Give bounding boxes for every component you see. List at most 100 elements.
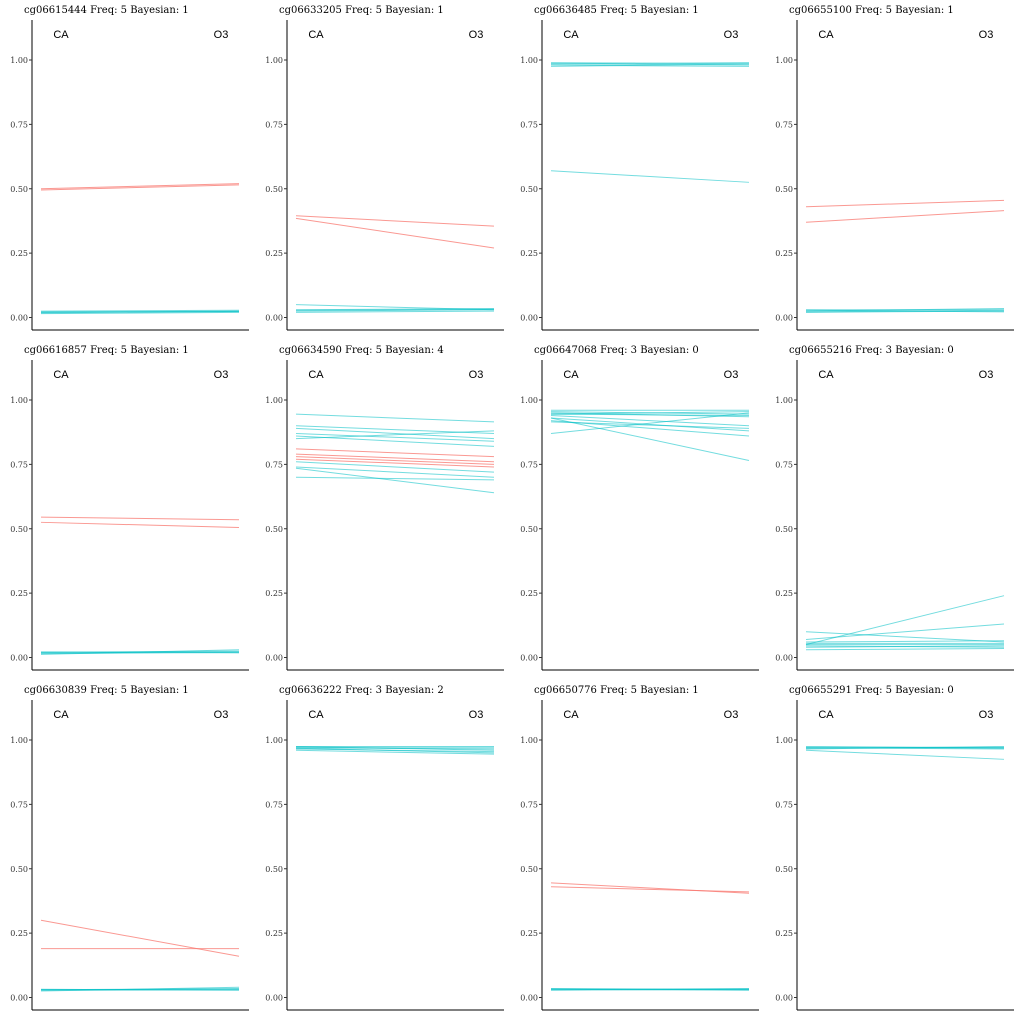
series-line-teal (295, 466, 495, 478)
series-line-pink (295, 215, 495, 227)
series-line-teal (805, 309, 1005, 313)
category-label: O3 (469, 29, 484, 41)
series-line-teal (550, 413, 750, 416)
y-tick-label: 0.00 (775, 994, 793, 1003)
chart-panel: cg06655291 Freq: 5 Bayesian: 0 CA O3 0.00 0.… (775, 685, 1014, 1011)
series-line-pink (805, 210, 1005, 223)
category-label: O3 (214, 369, 229, 381)
series-line-pink (295, 456, 495, 465)
y-tick-label: 1.00 (775, 736, 793, 745)
y-tick-label: 0.00 (265, 654, 283, 663)
y-tick-label: 1.00 (265, 56, 283, 65)
y-tick-label: 0.25 (10, 589, 28, 598)
series-line-pink (295, 448, 495, 458)
series-line-teal (295, 413, 495, 423)
series-line-teal (295, 745, 495, 751)
series-line-teal (40, 310, 240, 314)
series-line-pink (550, 882, 750, 894)
y-tick-label: 1.00 (775, 56, 793, 65)
y-tick-label: 0.50 (520, 865, 538, 874)
y-tick-label: 0.50 (775, 525, 793, 534)
y-tick-label: 0.75 (10, 800, 28, 809)
y-tick-label: 0.25 (775, 929, 793, 938)
y-tick-label: 0.75 (520, 120, 538, 129)
category-label: O3 (724, 369, 739, 381)
series-line-teal (295, 310, 495, 313)
series-line-teal (550, 417, 750, 432)
chart-panel: cg06655216 Freq: 3 Bayesian: 0 CA O3 0.00 0.… (775, 345, 1014, 671)
y-tick-label: 1.00 (520, 736, 538, 745)
category-label: CA (563, 369, 579, 381)
series-line-teal (295, 307, 495, 311)
category-label: O3 (724, 709, 739, 721)
y-tick-label: 0.50 (265, 865, 283, 874)
chart-panel: cg06633205 Freq: 5 Bayesian: 1 CA O3 0.00 0.… (265, 5, 504, 331)
y-tick-label: 0.00 (10, 654, 28, 663)
series-line-teal (40, 311, 240, 315)
series-line-teal (550, 988, 750, 991)
series-line-teal (550, 414, 750, 427)
series-line-teal (295, 430, 495, 440)
y-tick-label: 1.00 (10, 396, 28, 405)
chart-panel: cg06615444 Freq: 5 Bayesian: 1 CA O3 0.00 0.… (10, 5, 249, 331)
series-line-teal (295, 308, 495, 311)
series-line-teal (550, 411, 750, 415)
series-line-teal (550, 170, 750, 183)
y-tick-label: 0.25 (265, 929, 283, 938)
category-label: O3 (979, 29, 994, 41)
series-line-teal (805, 746, 1005, 749)
series-line-teal (295, 747, 495, 754)
y-tick-label: 0.50 (10, 865, 28, 874)
y-tick-label: 0.75 (520, 800, 538, 809)
series-line-teal (550, 421, 750, 429)
category-label: O3 (469, 369, 484, 381)
series-line-teal (805, 623, 1005, 640)
series-line-pink (295, 458, 495, 468)
y-tick-label: 0.00 (775, 654, 793, 663)
y-tick-label: 1.00 (775, 396, 793, 405)
y-tick-label: 0.00 (520, 314, 538, 323)
panel-title: cg06633205 Freq: 5 Bayesian: 1 (279, 5, 444, 16)
chart-panel: cg06636222 Freq: 3 Bayesian: 2 CA O3 0.00 0.… (265, 685, 504, 1011)
series-line-teal (805, 645, 1005, 648)
series-line-teal (40, 988, 240, 991)
series-line-teal (295, 432, 495, 442)
series-line-teal (295, 309, 495, 312)
y-tick-label: 1.00 (520, 56, 538, 65)
y-tick-label: 0.75 (775, 120, 793, 129)
category-label: CA (818, 29, 834, 41)
chart-panel: cg06616857 Freq: 5 Bayesian: 1 CA O3 0.00 0.… (10, 345, 249, 671)
chart-panel: cg06655100 Freq: 5 Bayesian: 1 CA O3 0.00 0.… (775, 5, 1014, 331)
y-tick-label: 0.25 (265, 589, 283, 598)
y-tick-label: 0.25 (775, 249, 793, 258)
series-line-teal (550, 417, 750, 462)
panel-title: cg06615444 Freq: 5 Bayesian: 1 (24, 5, 189, 16)
series-line-pink (40, 184, 240, 191)
panel-title: cg06655216 Freq: 3 Bayesian: 0 (789, 345, 954, 356)
series-line-teal (550, 63, 750, 67)
y-tick-label: 0.00 (10, 994, 28, 1003)
y-tick-label: 0.50 (775, 865, 793, 874)
y-tick-label: 0.00 (265, 314, 283, 323)
y-tick-label: 0.50 (10, 525, 28, 534)
category-label: O3 (724, 29, 739, 41)
category-label: O3 (214, 29, 229, 41)
y-tick-label: 0.75 (265, 120, 283, 129)
category-label: CA (53, 369, 69, 381)
panel-title: cg06616857 Freq: 5 Bayesian: 1 (24, 345, 189, 356)
series-line-teal (40, 309, 240, 312)
series-line-teal (295, 749, 495, 755)
y-tick-label: 0.25 (520, 929, 538, 938)
series-line-teal (805, 749, 1005, 760)
y-tick-label: 0.75 (775, 800, 793, 809)
category-label: CA (53, 709, 69, 721)
panel-title: cg06647068 Freq: 3 Bayesian: 0 (534, 345, 699, 356)
series-line-pink (295, 453, 495, 463)
y-tick-label: 0.25 (520, 249, 538, 258)
series-line-teal (295, 427, 495, 440)
category-label: CA (53, 29, 69, 41)
category-label: CA (308, 369, 324, 381)
y-tick-label: 1.00 (520, 396, 538, 405)
y-tick-label: 0.50 (10, 185, 28, 194)
